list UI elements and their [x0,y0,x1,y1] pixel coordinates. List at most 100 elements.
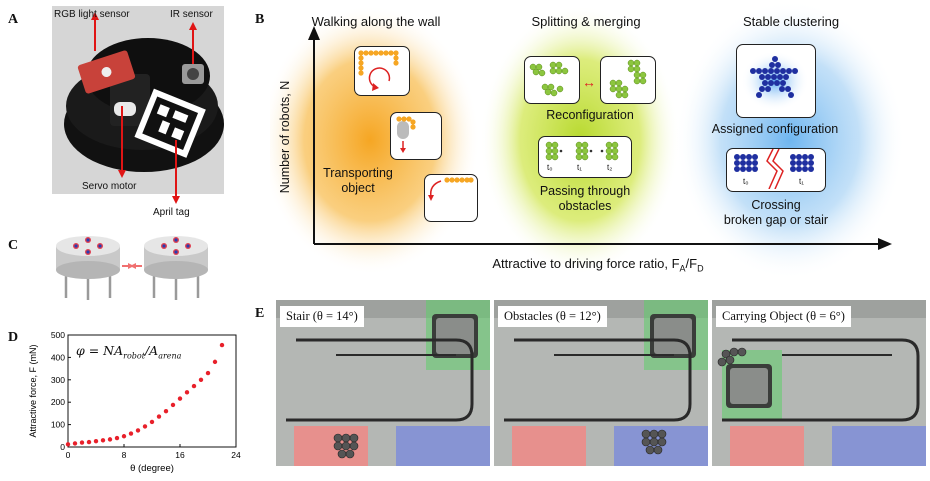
panel-letter-b: B [255,12,265,27]
data-point [107,437,113,442]
april-tag-label: April tag [153,207,190,218]
data-point [191,383,197,389]
equation-main: φ = NA [76,343,124,358]
crossing-gap-illustration [734,148,814,190]
passing-obstacles-illustration [545,141,619,161]
data-point [184,390,190,395]
passing-t0: t₀ [547,163,553,172]
plot-frame [67,334,237,448]
y-tick-label: 200 [51,397,65,407]
assigned-configuration-card [736,44,816,118]
data-point [219,342,225,348]
x-axis-sub-d: D [697,263,704,274]
equation-sub-robot: robot [123,351,145,361]
y-tick-label: 400 [51,352,65,362]
panel-letter-c: C [8,238,19,253]
wall-walking-illustration-2 [428,177,474,201]
data-point [93,438,99,444]
crossing-line1: Crossing [751,198,801,212]
obstacles-label: Obstacles (θ = 12°) [498,306,607,327]
wall-walking-card-1 [354,46,410,96]
y-tick-label: 300 [51,375,65,385]
crossing-t1: t₁ [799,177,804,186]
magnet-robots-svg [56,236,208,300]
attractive-force-chart: 0 100 200 300 400 500 0 8 16 24 Attractive force… [10,325,245,475]
phi-equation: φ = NArobot/Aarena [76,343,181,361]
robot-photo: RGB light sensor IR sensor Servo motor [52,6,224,194]
wall-walking-card-2 [424,174,478,222]
x-tick-label: 16 [175,450,185,460]
transporting-object-line1: Transporting [323,166,393,180]
data-point [198,377,204,382]
heading-splitting-merging: Splitting & merging [531,14,641,29]
transporting-object-line2: object [341,181,375,195]
carrying-object-photo: Carrying Object (θ = 6°) [712,300,926,466]
x-axis-label: θ (degree) [130,463,174,474]
x-tick-label: 0 [66,450,71,460]
passing-obstacles-card: t₀ t₁ t₂ [538,136,632,178]
data-point [65,442,71,447]
stair-photo: Stair (θ = 14°) [276,300,490,466]
stair-photo-illustration [276,300,490,466]
x-axis-slash: /F [685,256,698,271]
crossing-gap-card: t₀ t₁ [726,148,826,192]
crossing-line2: broken gap or stair [723,213,829,227]
heading-walking-along-wall: Walking along the wall [311,14,441,29]
star-formation-illustration [741,51,809,111]
magnet-interaction-illustration [52,232,222,302]
data-point [177,396,183,401]
data-point [86,439,92,445]
split-illustration [529,61,569,97]
data-point [114,435,120,441]
reconfiguration-arrow-icon: ↔ [582,74,596,90]
merge-card [600,56,656,104]
y-tick-label: 100 [51,420,65,430]
x-axis-label-main: Attractive to driving force ratio, F [492,256,680,271]
robot-illustration [52,6,224,194]
wall-walking-illustration-1 [358,50,399,91]
data-point [100,438,106,443]
x-axis-sub-a: A [679,263,686,274]
x-axis-label: Attractive to driving force ratio, FA/FD [468,256,728,274]
panel-letter-e: E [255,306,265,321]
data-point [205,370,211,376]
data-point [128,431,134,436]
data-point [135,428,141,433]
obstacles-photo: Obstacles (θ = 12°) [494,300,708,466]
chart-svg: 0 100 200 300 400 500 0 8 16 24 Attractive force… [28,330,241,474]
x-tick-label: 24 [231,450,241,460]
servo-motor-label: Servo motor [82,181,137,192]
passing-obstacles-line2: obstacles [558,199,612,213]
equation-sub-arena: arena [158,351,182,361]
robot-left [56,236,120,300]
data-point [79,440,85,445]
data-point [170,402,176,408]
data-point [72,441,78,446]
ir-sensor-label: IR sensor [170,9,213,20]
stair-label: Stair (θ = 14°) [280,306,364,327]
data-point [142,424,148,429]
rgb-light-sensor-label: RGB light sensor [54,9,130,20]
split-card [524,56,580,104]
passing-t2: t₂ [607,163,613,172]
carrying-object-label: Carrying Object (θ = 6°) [716,306,851,327]
heading-stable-clustering: Stable clustering [742,14,840,29]
y-tick-label: 0 [60,442,65,452]
y-axis-label: Number of robots, N [278,80,292,194]
data-point [212,359,218,365]
y-tick-label: 500 [51,330,65,340]
data-point [121,434,127,439]
y-axis-label: Attractive force, F (mN) [28,344,38,437]
x-tick-label: 8 [122,450,127,460]
transport-illustration [396,116,416,153]
robot-right [144,236,208,300]
data-point [149,419,155,425]
merge-illustration [609,59,647,99]
reconfiguration-label: Reconfiguration [546,108,634,122]
panel-letter-a: A [8,12,19,27]
behavior-phase-diagram: Walking along the wall Splitting & mergi… [270,0,910,290]
panel-letter-d: D [8,330,19,345]
passing-t1: t₁ [577,163,582,172]
april-tag-arrow [172,140,180,204]
assigned-configuration-label: Assigned configuration [711,122,839,136]
